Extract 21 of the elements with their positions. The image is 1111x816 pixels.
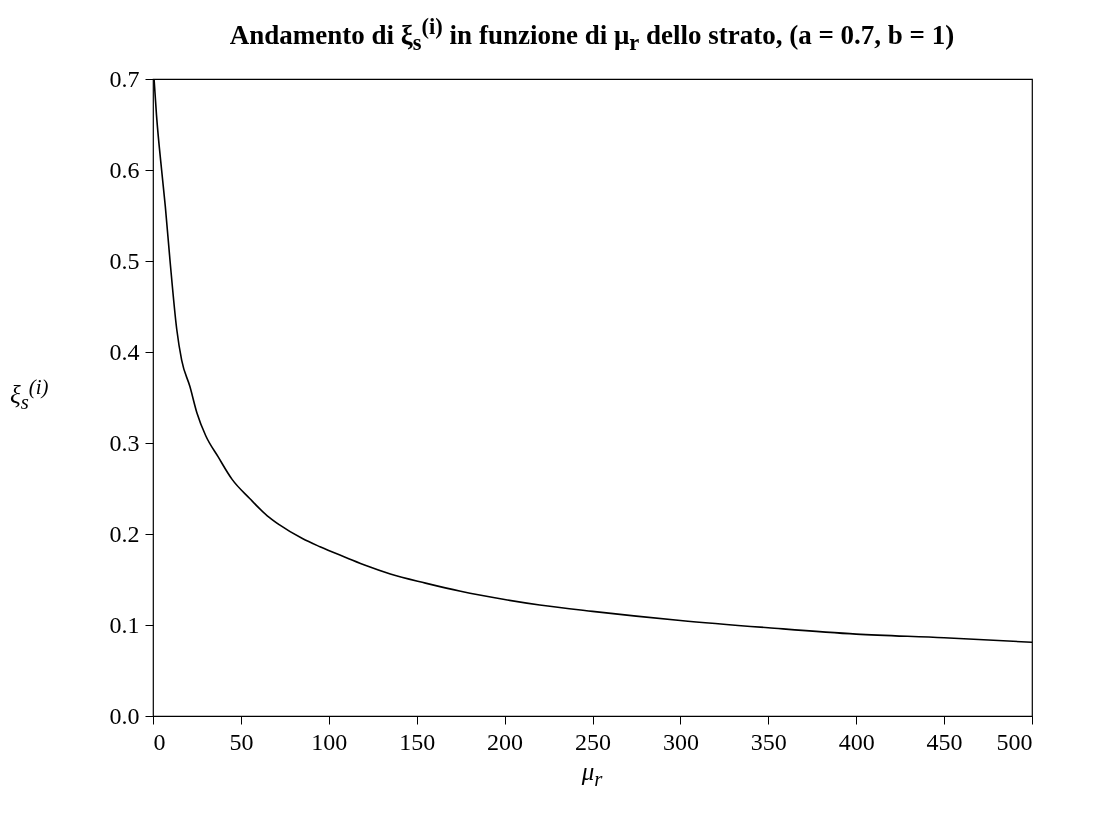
x-tick-label: 300 (662, 728, 699, 755)
x-tick-label: 400 (838, 728, 875, 755)
y-tick-label: 0.6 (109, 156, 140, 183)
x-tick-label: 100 (311, 728, 348, 755)
y-tick-label: 0.4 (109, 338, 140, 365)
y-tick-label: 0.2 (109, 520, 140, 547)
x-tick-label: 250 (575, 728, 611, 755)
y-tick-label: 0.5 (109, 247, 140, 274)
x-tick-label: 0 (153, 728, 166, 755)
chart-title: Andamento di ξ$_{s}$$^{(i)}$ in funzione di μ$_{r}$ dello strato, (a = 0.7, b = 1) (229, 14, 955, 57)
y-tick-label: 0.7 (109, 65, 140, 92)
x-axis-title: μ$_{r}$ (581, 758, 603, 792)
y-tick-label: 0.0 (109, 702, 140, 729)
x-tick-label: 150 (399, 728, 436, 755)
y-tick-label: 0.3 (109, 429, 140, 456)
x-tick-label: 200 (487, 728, 524, 755)
x-tick-label: 450 (926, 728, 963, 755)
y-tick-label: 0.1 (109, 611, 140, 638)
x-tick-label: 500 (996, 728, 1033, 755)
x-tick-label: 50 (229, 728, 254, 755)
x-tick-label: 350 (750, 728, 787, 755)
